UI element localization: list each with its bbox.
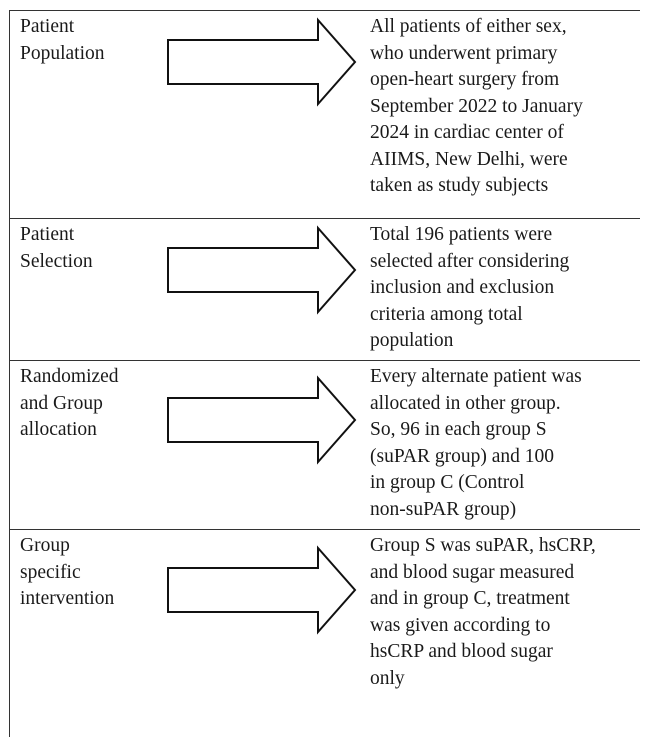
text-line: allocation [20, 419, 97, 440]
text-line: criteria among total [370, 303, 523, 325]
text-line: Patient [20, 224, 75, 245]
text-line: non-suPAR group) [370, 498, 517, 520]
text-line: population [370, 330, 454, 351]
row-text: Every alternate patient was allocated in … [370, 364, 582, 523]
arrow [167, 375, 357, 465]
text-line: and in group C, treatment [370, 588, 570, 609]
text-line: and Group [20, 392, 103, 414]
text-line: (suPAR group) and 100 [370, 445, 554, 467]
text-line: Selection [20, 250, 93, 272]
arrow [167, 225, 357, 315]
text-line: selected after considering [370, 250, 570, 272]
text-line: allocated in other group. [370, 392, 561, 414]
text-line: intervention [20, 588, 115, 609]
text-line: specific [20, 561, 81, 583]
row-text: All patients of either sex, who underwent… [370, 14, 583, 200]
text-line: taken as study subjects [370, 175, 549, 196]
text-line: was given according to [370, 614, 551, 636]
text-line: Total 196 patients were [370, 224, 553, 245]
text-line: only [370, 667, 405, 689]
text-line: hsCRP and blood sugar [370, 641, 553, 662]
text-line: in group C (Control [370, 472, 525, 493]
arrow [167, 545, 357, 635]
row-label: Group specific intervention [20, 533, 114, 613]
text-line: All patients of either sex, [370, 16, 567, 37]
text-line: Randomized [20, 366, 119, 387]
row-label: Randomized and Group allocation [20, 364, 119, 444]
row-label: Patient Population [20, 14, 105, 67]
text-line: Group S was suPAR, hsCRP, [370, 535, 596, 556]
text-line: So, 96 in each group S [370, 419, 547, 440]
row-text: Total 196 patients were selected after co… [370, 222, 569, 355]
row-text: Group S was suPAR, hsCRP, and blood sugar… [370, 533, 596, 692]
text-line: 2024 in cardiac center of [370, 122, 564, 143]
text-line: Patient [20, 16, 75, 37]
text-line: who underwent primary [370, 42, 558, 64]
text-line: inclusion and exclusion [370, 277, 555, 298]
text-line: and blood sugar measured [370, 561, 575, 583]
text-line: Group [20, 535, 70, 556]
text-line: September 2022 to January [370, 95, 583, 117]
arrow [167, 17, 357, 107]
text-line: open-heart surgery from [370, 69, 560, 90]
text-line: Every alternate patient was [370, 366, 582, 387]
text-line: Population [20, 42, 105, 64]
text-line: AIIMS, New Delhi, were [370, 148, 568, 170]
row-label: Patient Selection [20, 222, 93, 275]
